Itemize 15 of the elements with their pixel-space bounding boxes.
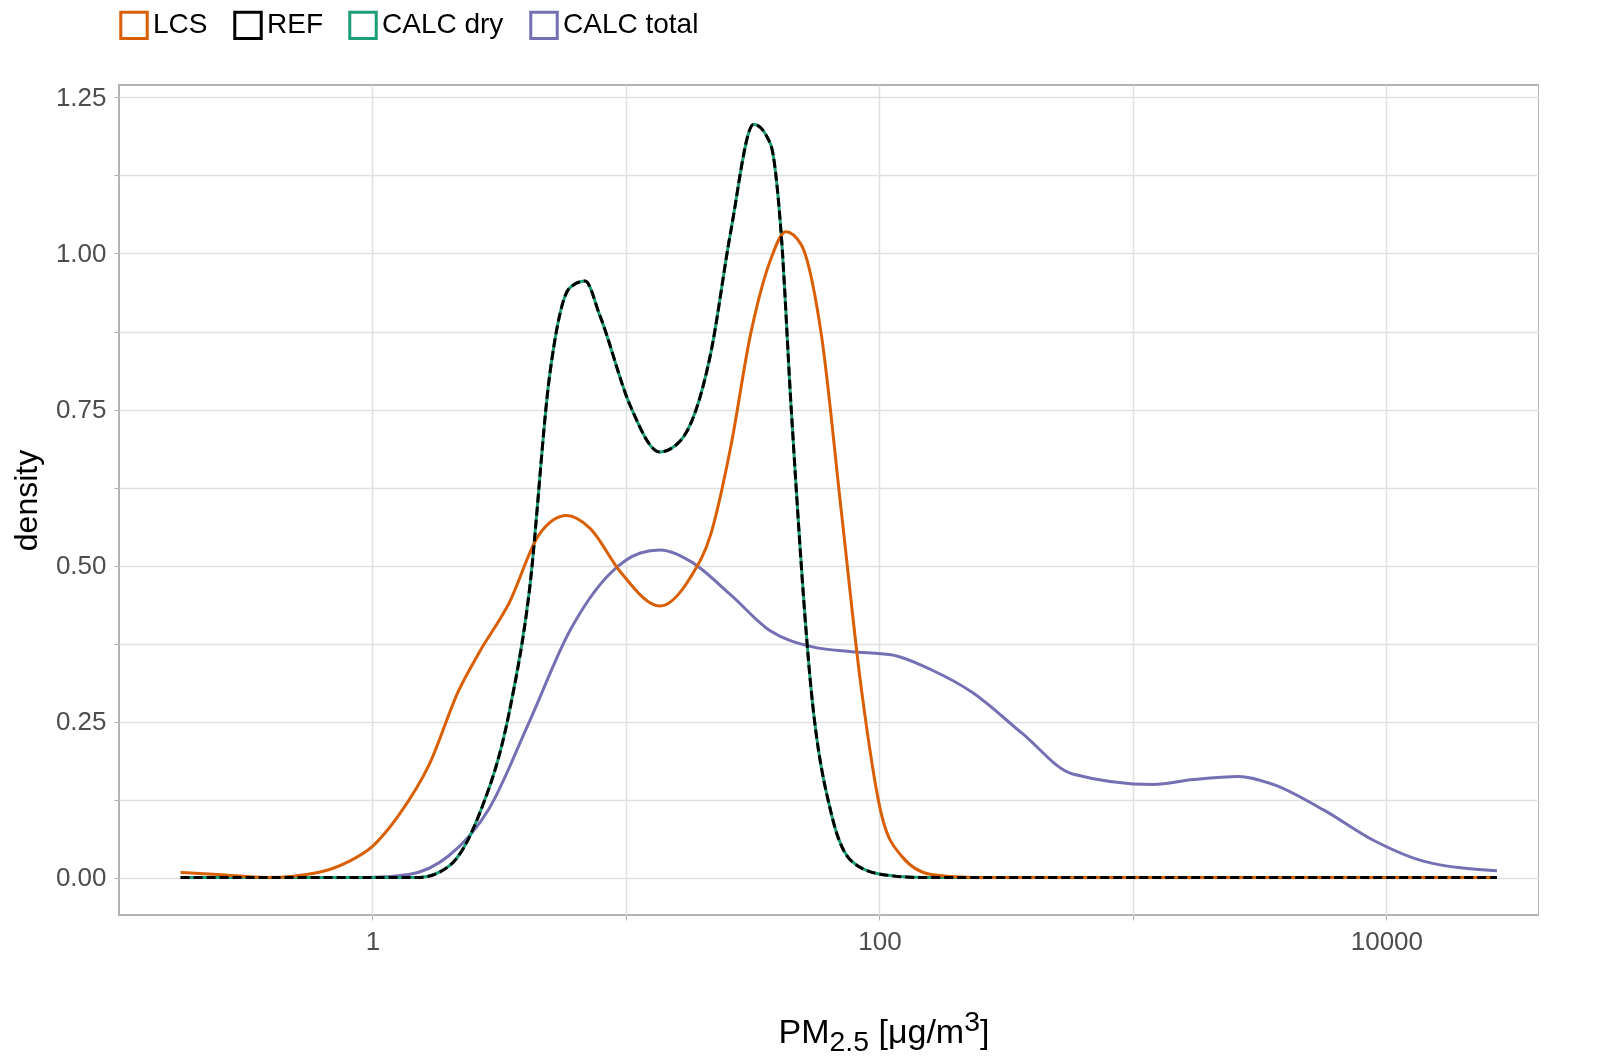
legend-label: LCS <box>153 8 208 40</box>
y-tick-label: 1.25 <box>55 81 107 112</box>
y-axis-title: density <box>7 449 44 552</box>
legend-label: CALC total <box>563 8 699 40</box>
y-tick-label: 0.25 <box>55 706 107 737</box>
y-tick-label: 1.00 <box>55 238 107 268</box>
x-tick-label: 1 <box>365 925 381 956</box>
y-tick-label: 0.75 <box>55 394 107 425</box>
x-tick-label: 10000 <box>1350 925 1424 956</box>
y-tick-label: 0.00 <box>55 862 107 893</box>
legend-label: REF <box>267 8 323 40</box>
y-tick-label: 0.50 <box>55 550 107 581</box>
x-axis-title: PM$_{2.5}$ [μg/m$^{3}$] <box>777 1005 991 1059</box>
x-tick-label: 100 <box>858 925 902 956</box>
legend-label: CALC dry <box>382 8 504 40</box>
